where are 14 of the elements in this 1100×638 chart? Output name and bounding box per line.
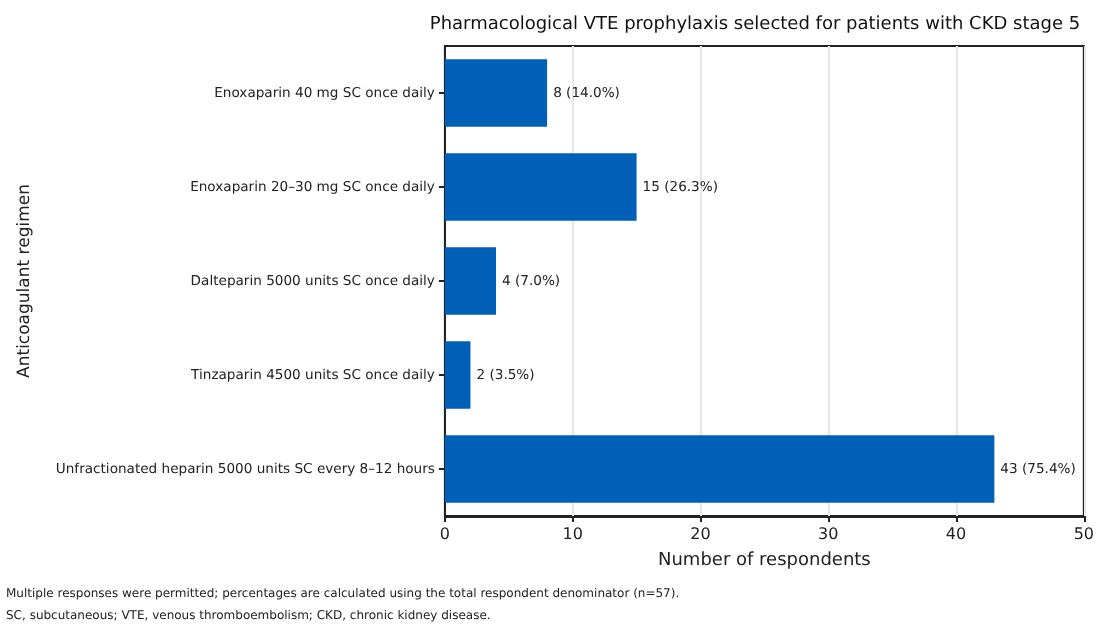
x-tick-label: 50 — [1073, 525, 1095, 543]
bar — [444, 247, 497, 315]
bar — [444, 341, 471, 409]
bar — [444, 59, 548, 127]
bar — [444, 153, 637, 221]
x-tick-label: 0 — [439, 525, 450, 543]
bar — [444, 435, 995, 503]
x-tick-label: 30 — [818, 525, 839, 543]
x-tick-label: 40 — [945, 525, 967, 543]
chart-title: Pharmacological VTE prophylaxis selected for patients with CKD stage 5 — [429, 15, 1081, 35]
x-tick-label: 10 — [562, 525, 583, 543]
x-axis-title: Number of respondents — [657, 551, 872, 571]
y-axis-title: Anticoagulant regimen — [15, 184, 35, 378]
x-tick-label: 20 — [690, 525, 711, 543]
